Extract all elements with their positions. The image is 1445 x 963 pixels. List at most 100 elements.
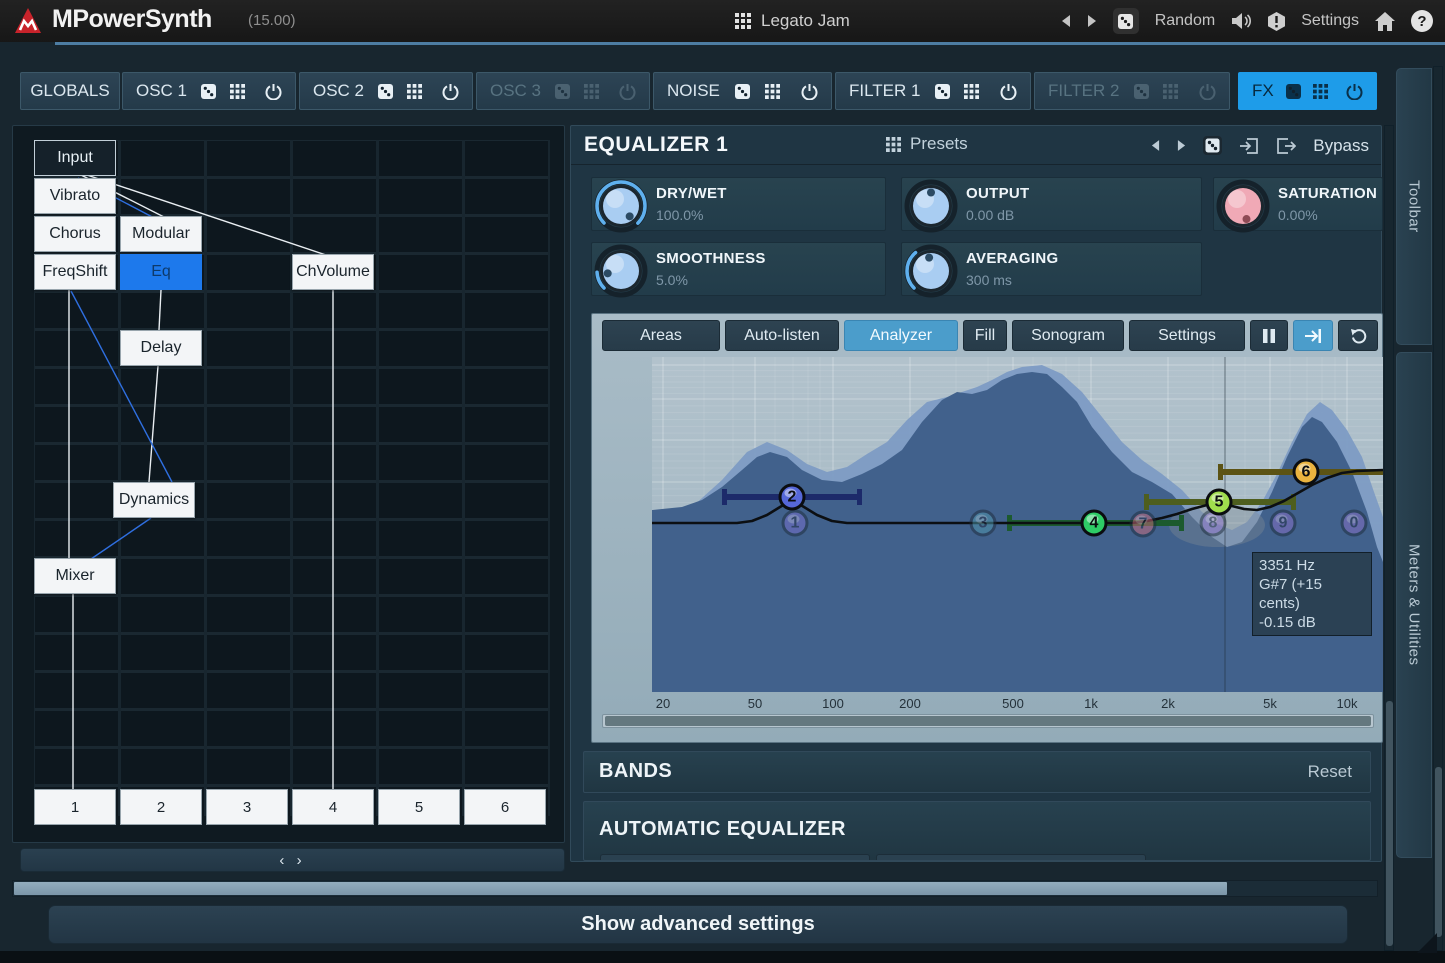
tab-power-icon[interactable] (1346, 83, 1363, 100)
tab-filter-2[interactable]: FILTER 2 (1034, 72, 1230, 110)
preset-next-button[interactable] (1087, 14, 1097, 28)
tab-presets-icon[interactable] (407, 83, 422, 99)
eq-copy-out-icon[interactable] (1276, 137, 1297, 155)
routing-node-dynamics[interactable]: Dynamics (113, 482, 195, 518)
routing-grid[interactable]: Input Vibrato Chorus Modular FreqShift Eq ChVo… (34, 140, 550, 825)
resize-handle[interactable] (1417, 933, 1437, 953)
scroll-arrows-icon[interactable]: ‹ › (279, 851, 306, 869)
routing-node-mixer[interactable]: Mixer (34, 558, 116, 594)
analyzer-button-auto-listen[interactable]: Auto-listen (725, 320, 839, 351)
eq-band-6[interactable]: 6 (1292, 458, 1320, 486)
knob-output[interactable] (904, 179, 958, 233)
tab-dice-icon[interactable] (201, 83, 217, 99)
preset-prev-button[interactable] (1061, 14, 1071, 28)
tab-presets-icon[interactable] (964, 83, 980, 99)
eq-band-3[interactable]: 3 (969, 509, 997, 537)
tab-osc-2[interactable]: OSC 2 (299, 72, 473, 110)
eq-preset-next-button[interactable] (1177, 139, 1186, 152)
knob-averaging[interactable] (904, 244, 958, 298)
routing-output-4[interactable]: 4 (292, 789, 374, 825)
routing-node-input[interactable]: Input (34, 140, 116, 176)
tab-globals[interactable]: GLOBALS (20, 72, 120, 110)
eq-band-5[interactable]: 5 (1205, 488, 1233, 516)
main-horizontal-scrollbar[interactable] (12, 880, 1378, 897)
routing-output-2[interactable]: 2 (120, 789, 202, 825)
tab-power-icon[interactable] (265, 83, 282, 100)
notification-icon[interactable] (1268, 11, 1286, 31)
bypass-button[interactable]: Bypass (1313, 135, 1369, 155)
routing-output-1[interactable]: 1 (34, 789, 116, 825)
window-vertical-scroll-thumb[interactable] (1435, 767, 1442, 937)
analyzer-button-areas[interactable]: Areas (602, 320, 720, 351)
routing-node-eq[interactable]: Eq (120, 254, 202, 290)
eq-band-0[interactable]: 0 (1340, 509, 1368, 537)
analyzer-button-fill[interactable]: Fill (963, 320, 1007, 351)
tab-power-icon[interactable] (442, 83, 459, 100)
bands-section[interactable]: BANDS Reset (583, 751, 1371, 793)
routing-output-5[interactable]: 5 (378, 789, 460, 825)
bands-reset-button[interactable]: Reset (1307, 762, 1352, 781)
tab-power-icon[interactable] (1000, 83, 1017, 100)
knob-dry-wet[interactable] (594, 179, 648, 233)
tab-power-icon[interactable] (801, 83, 818, 100)
eq-band-7[interactable]: 7 (1129, 510, 1157, 538)
knob-smoothness[interactable] (594, 244, 648, 298)
random-button[interactable]: Random (1154, 12, 1216, 29)
tab-fx[interactable]: FX (1238, 72, 1377, 110)
automatic-equalizer-section[interactable]: AUTOMATIC EQUALIZER (583, 801, 1371, 861)
undo-button[interactable] (1338, 320, 1378, 351)
eq-vertical-scrollbar[interactable] (1384, 125, 1394, 951)
tab-presets-icon[interactable] (584, 83, 599, 99)
side-tab-toolbar[interactable]: Toolbar (1396, 68, 1432, 345)
audio-output-icon[interactable] (1231, 12, 1252, 30)
auto-eq-stub-button-2[interactable] (876, 854, 1146, 860)
eq-randomize-dice-icon[interactable] (1203, 136, 1223, 155)
settings-button[interactable]: Settings (1301, 12, 1359, 29)
tab-dice-icon[interactable] (1285, 83, 1301, 99)
tab-dice-icon[interactable] (378, 83, 394, 99)
routing-node-chorus[interactable]: Chorus (34, 216, 116, 252)
tab-dice-icon[interactable] (1133, 83, 1149, 99)
tab-power-icon[interactable] (1199, 83, 1216, 100)
tab-presets-icon[interactable] (1163, 83, 1179, 99)
tab-presets-icon[interactable] (1312, 83, 1328, 99)
analyzer-button-analyzer[interactable]: Analyzer (844, 320, 958, 351)
tab-osc-1[interactable]: OSC 1 (122, 72, 296, 110)
eq-band-4[interactable]: 4 (1080, 509, 1108, 537)
tab-osc-3[interactable]: OSC 3 (476, 72, 650, 110)
equalizer-presets-button[interactable]: Presets (886, 134, 968, 154)
snap-button[interactable] (1293, 320, 1333, 351)
tab-noise[interactable]: NOISE (653, 72, 832, 110)
tab-dice-icon[interactable] (555, 83, 571, 99)
routing-scroll-bar[interactable]: ‹ › (20, 848, 565, 872)
preset-grid-icon[interactable] (735, 13, 751, 29)
randomize-dice-button[interactable] (1112, 8, 1139, 34)
routing-output-6[interactable]: 6 (464, 789, 546, 825)
eq-vertical-scroll-thumb[interactable] (1386, 701, 1393, 946)
eq-band-1[interactable]: 1 (781, 509, 809, 537)
routing-node-vibrato[interactable]: Vibrato (34, 178, 116, 214)
knob-saturation[interactable] (1216, 179, 1270, 233)
tab-presets-icon[interactable] (230, 83, 245, 99)
side-tab-meters-utilities[interactable]: Meters & Utilities (1396, 352, 1432, 858)
analyzer-button-sonogram[interactable]: Sonogram (1012, 320, 1124, 351)
routing-node-chvolume[interactable]: ChVolume (292, 254, 374, 290)
tab-filter-1[interactable]: FILTER 1 (835, 72, 1031, 110)
auto-eq-stub-button-1[interactable] (600, 854, 870, 860)
eq-band-9[interactable]: 9 (1269, 509, 1297, 537)
preset-name[interactable]: Legato Jam (761, 11, 850, 30)
tab-power-icon[interactable] (619, 83, 636, 100)
window-vertical-scrollbar[interactable] (1433, 66, 1443, 951)
home-icon[interactable] (1375, 11, 1395, 31)
eq-graph[interactable]: 1 3 7 8 9 0 2 4 5 6 3351 Hz G#7 (+15 cents) -0.15 dB (652, 357, 1383, 692)
routing-node-freqshift[interactable]: FreqShift (34, 254, 116, 290)
tab-presets-icon[interactable] (764, 83, 780, 99)
graph-scroll-thumb[interactable] (605, 716, 1371, 726)
routing-output-3[interactable]: 3 (206, 789, 288, 825)
routing-node-modular[interactable]: Modular (120, 216, 202, 252)
show-advanced-settings-button[interactable]: Show advanced settings (48, 905, 1348, 944)
graph-scroll-track[interactable] (602, 714, 1374, 728)
tab-dice-icon[interactable] (734, 83, 750, 99)
pause-button[interactable] (1250, 320, 1288, 351)
eq-preset-prev-button[interactable] (1151, 139, 1160, 152)
